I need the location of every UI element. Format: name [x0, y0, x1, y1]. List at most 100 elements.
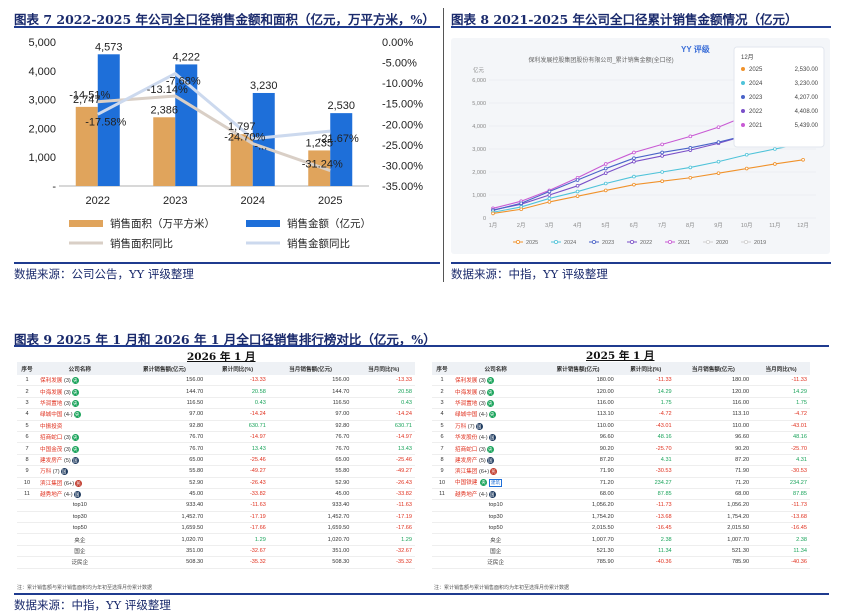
company-cell: 绿城中国 (4-) 央 — [452, 408, 540, 421]
month-yoy-cell: -4.72 — [752, 408, 810, 421]
series-point — [632, 150, 636, 155]
cum-yoy-cell: -13.68 — [616, 511, 675, 524]
month-yoy-cell: 1.29 — [352, 533, 415, 546]
fig8-title: 图表 8 2021-2025 年公司全口径累计销售金额情况（亿元） — [451, 12, 798, 27]
column-header: 序号 — [17, 362, 37, 375]
month-sales-cell: 96.60 — [674, 431, 753, 444]
company-cell: 招商蛇口 (3) 央 — [452, 442, 540, 455]
cum-yoy-cell: -17.19 — [206, 511, 269, 524]
rank-cell — [17, 545, 37, 558]
series-point — [575, 178, 580, 182]
rank-cell: 11 — [17, 488, 37, 501]
legend-marker — [516, 239, 521, 244]
ownership-badge: 国 — [60, 468, 68, 476]
month-sales-cell: 144.70 — [268, 385, 353, 398]
company-cell: 万科 (7) 国 — [37, 465, 123, 478]
group-label-cell: top30 — [37, 511, 123, 524]
legend-label-2020: 2020 — [716, 240, 728, 246]
series-point — [660, 170, 664, 174]
bar-amount — [252, 92, 275, 186]
cum-sales-cell: 2,015.50 — [539, 522, 617, 535]
company-cell: 中国铁建 央建筑 — [452, 477, 540, 489]
cum-yoy-cell: -11.33 — [616, 375, 675, 387]
month-sales-cell: 351.00 — [268, 545, 353, 558]
summary-row: 央企 1,020.70 1.29 1,020.70 1.29 — [17, 533, 415, 546]
series-point — [575, 184, 580, 188]
cum-sales-cell: 113.10 — [539, 408, 617, 421]
cum-sales-cell: 92.80 — [122, 420, 207, 432]
bar-data-label: 2,747 — [73, 94, 101, 106]
month-sales-cell: 156.00 — [268, 375, 353, 387]
month-yoy-cell: 234.27 — [752, 477, 810, 489]
cum-sales-cell: 55.80 — [122, 465, 207, 478]
fig8-inner-title: 保利发展控股集团股份有限公司_累计销售金额(全口径) — [528, 56, 673, 64]
group-label-cell: top30 — [452, 511, 540, 524]
column-header: 当月销售额(亿元) — [674, 362, 753, 375]
rank-cell — [432, 499, 452, 512]
cum-sales-cell: 96.60 — [539, 431, 617, 444]
fig8-title-rule — [451, 26, 831, 28]
month-sales-cell: 508.30 — [268, 556, 353, 569]
x-tick-label: 9月 — [714, 222, 723, 229]
company-cell: 华润置地 (3) 央 — [452, 397, 540, 410]
cum-sales-cell: 65.00 — [122, 454, 207, 467]
series-point — [632, 159, 636, 164]
cum-sales-cell: 144.70 — [122, 385, 207, 398]
series-point — [547, 196, 552, 201]
cum-sales-cell: 110.00 — [539, 420, 617, 432]
month-sales-cell: 97.00 — [268, 408, 353, 421]
column-header: 公司名称 — [452, 362, 540, 375]
series-point — [575, 189, 580, 194]
month-yoy-cell: -11.33 — [752, 375, 810, 387]
category-label: 2025 — [318, 195, 342, 207]
series-point — [716, 171, 721, 175]
y-tick-label: 5,000 — [472, 101, 486, 107]
table-right-title: 2025 年 1 月 — [586, 350, 655, 362]
x-tick-label: 11月 — [769, 222, 780, 229]
line-data-label: -14.51% — [69, 90, 110, 102]
table-row: 6 招商蛇口 (3) 央 76.70 -14.97 76.70 -14.97 — [17, 431, 415, 444]
table-row: 10 滨江集团 (6+) 民 52.90 -26.43 52.90 -26.43 — [17, 477, 415, 489]
x-tick-label: 3月 — [545, 222, 554, 229]
legend-label-2019: 2019 — [754, 240, 766, 246]
cum-sales-cell: 97.00 — [122, 408, 207, 421]
month-yoy-cell: 13.43 — [352, 442, 415, 455]
left-tick-label: 2,000 — [28, 123, 56, 135]
series-point — [688, 146, 693, 150]
fig7-categories: 2022 2023 2024 2025 — [86, 195, 343, 207]
fig8-chart: 保利发展控股集团股份有限公司_累计销售金额(全口径) 亿元 6,000 5,000… — [472, 44, 825, 246]
x-tick-label: 12月 — [797, 222, 809, 229]
tooltip-dot — [741, 109, 745, 113]
month-yoy-cell: 11.34 — [752, 545, 810, 558]
company-cell: 滨江集团 (6+) 民 — [37, 477, 123, 489]
series-point — [547, 200, 552, 204]
series-line-2024 — [492, 143, 804, 213]
month-sales-cell: 116.00 — [674, 397, 753, 410]
bar-data-label: 4,222 — [172, 51, 200, 63]
bar-data-label: 1,797 — [228, 121, 256, 133]
rank-cell — [17, 522, 37, 535]
y-tick-label: 1,000 — [472, 193, 486, 199]
legend-label-2025: 2025 — [526, 240, 538, 246]
column-header: 公司名称 — [37, 362, 123, 375]
cum-yoy-cell: 87.85 — [616, 488, 675, 501]
fig7-title-rule — [14, 26, 440, 28]
fig8-tooltip-rows: 2025 2,530.00 2024 3,230.00 2023 4,207.00 2022… — [741, 67, 819, 129]
rank-cell — [17, 499, 37, 512]
month-yoy-cell: -30.53 — [752, 465, 810, 478]
series-point — [660, 142, 664, 147]
cum-sales-cell: 90.20 — [539, 442, 617, 455]
month-sales-cell: 68.00 — [674, 488, 753, 501]
month-yoy-cell: 20.58 — [352, 385, 415, 398]
series-point — [632, 156, 636, 160]
month-sales-cell: 180.00 — [674, 375, 753, 387]
cum-sales-cell: 156.00 — [122, 375, 207, 387]
month-sales-cell: 120.00 — [674, 385, 753, 398]
month-sales-cell: 76.70 — [268, 442, 353, 455]
tooltip-year: 2022 — [749, 109, 763, 115]
cum-yoy-cell: -11.73 — [616, 499, 675, 512]
rank-cell — [432, 511, 452, 524]
fig9-title-rule — [14, 345, 829, 347]
series-point — [660, 150, 664, 155]
company-cell: 中国金茂 (3) 央 — [37, 442, 123, 455]
